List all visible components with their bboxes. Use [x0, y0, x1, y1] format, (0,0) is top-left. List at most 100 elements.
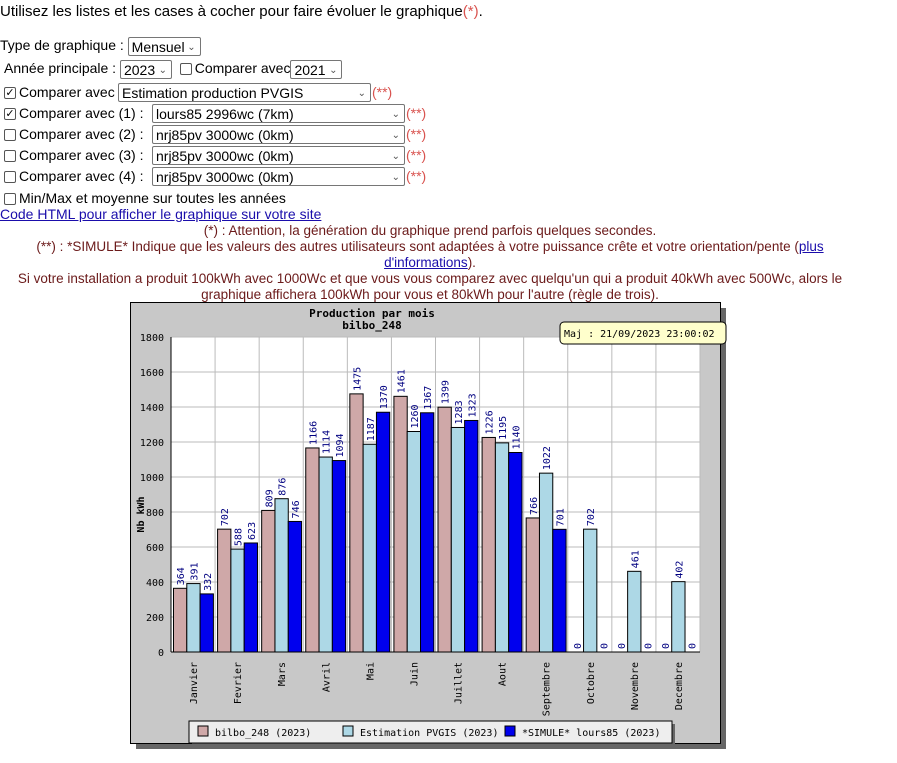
- simule-mark: (**): [406, 147, 427, 163]
- chart-subtitle: bilbo_248: [342, 319, 402, 332]
- chart-type-label: Type de graphique :: [0, 37, 124, 53]
- legend-label: *SIMULE* lours85 (2023): [522, 728, 660, 739]
- chevron-down-icon: ⌄: [391, 172, 400, 183]
- bar: [349, 393, 364, 653]
- x-tick-label: Mai: [365, 662, 376, 680]
- bar: [274, 498, 289, 653]
- data-label: 1094: [335, 433, 346, 457]
- compare-row: ✓ Comparer avec Estimation production PVGI…: [4, 82, 392, 102]
- data-label: 364: [176, 567, 187, 585]
- compare-checkbox[interactable]: [4, 129, 16, 142]
- data-label: 402: [674, 561, 685, 579]
- bar: [481, 436, 496, 653]
- bar: [494, 442, 510, 653]
- main-year-select[interactable]: 2023 ⌄: [119, 59, 172, 79]
- bar: [230, 548, 245, 653]
- compare-row: ✓ Comparer avec (1) : lours85 2996wc (7km)…: [4, 103, 426, 123]
- compare-checkbox[interactable]: ✓: [4, 87, 16, 100]
- compare-row: Comparer avec (3) : nrj85pv 3000wc (0km) ⌄…: [4, 145, 426, 165]
- data-label: 0: [688, 643, 699, 649]
- bar: [261, 509, 276, 653]
- data-label: 588: [234, 528, 245, 546]
- compare-label: Comparer avec (3) :: [19, 147, 144, 163]
- data-label: 1022: [542, 446, 553, 470]
- y-axis-label: Nb kWh: [136, 496, 147, 532]
- bar: [508, 452, 523, 653]
- data-label: 766: [529, 497, 540, 515]
- data-label: 1370: [379, 385, 390, 409]
- data-label: 1114: [322, 430, 333, 454]
- legend-swatch: [342, 725, 354, 737]
- bar: [331, 460, 347, 653]
- simule-mark: (**): [406, 168, 427, 184]
- legend-label: Estimation PVGIS (2023): [360, 728, 498, 739]
- production-chart: 0 200 400 600 800 1000 1200 1400 1600 1800 Janvier…: [130, 302, 727, 749]
- compare-year-checkbox[interactable]: [179, 63, 192, 76]
- y-tick-label: 1200: [140, 438, 164, 449]
- simule-mark: (**): [406, 126, 427, 142]
- data-label: 746: [291, 500, 302, 518]
- data-label: 0: [600, 643, 611, 649]
- chevron-down-icon: ⌄: [391, 109, 400, 120]
- compare-checkbox[interactable]: ✓: [4, 108, 16, 121]
- simule-mark: (**): [372, 84, 393, 100]
- y-tick-label: 1800: [140, 333, 164, 344]
- minmax-checkbox[interactable]: [4, 193, 16, 206]
- compare-checkbox[interactable]: [4, 150, 16, 163]
- html-code-link[interactable]: Code HTML pour afficher le graphique sur…: [0, 206, 322, 222]
- bar: [552, 528, 567, 653]
- compare-year-select[interactable]: 2021 ⌄: [290, 59, 343, 79]
- compare-select[interactable]: Estimation production PVGIS ⌄: [118, 83, 371, 102]
- chevron-down-icon: ⌄: [187, 41, 196, 53]
- minmax-label: Min/Max et moyenne sur toutes les années: [19, 190, 286, 206]
- chevron-down-icon: ⌄: [391, 151, 400, 162]
- main-year-label: Année principale :: [4, 60, 117, 76]
- x-tick-label: Juillet: [454, 662, 465, 704]
- intro-text: Utilisez les listes et les cases à coche…: [0, 3, 483, 20]
- bar: [393, 395, 408, 653]
- data-label: 1195: [498, 416, 509, 440]
- y-tick-label: 1600: [140, 368, 164, 379]
- data-label: 1399: [441, 380, 452, 404]
- chart-type-select[interactable]: Mensuel ⌄: [127, 36, 201, 56]
- update-label: Maj : 21/09/2023 23:00:02: [564, 329, 715, 340]
- data-label: 332: [203, 573, 214, 591]
- compare-label: Comparer avec (2) :: [19, 126, 144, 142]
- legend-label: bilbo_248 (2023): [215, 728, 311, 739]
- legend-swatch: [197, 725, 209, 737]
- compare-select[interactable]: lours85 2996wc (7km) ⌄: [152, 104, 405, 123]
- note-simule: (**) : *SIMULE* Indique que les valeurs …: [36, 239, 824, 270]
- y-tick-label: 400: [146, 578, 164, 589]
- data-label: 0: [573, 643, 584, 649]
- compare-label: Comparer avec (1) :: [19, 105, 144, 121]
- x-tick-label: Janvier: [189, 662, 200, 704]
- bar: [627, 570, 642, 653]
- bar: [450, 426, 466, 653]
- compare-select[interactable]: nrj85pv 3000wc (0km) ⌄: [152, 125, 405, 144]
- compare-select[interactable]: nrj85pv 3000wc (0km) ⌄: [152, 146, 405, 165]
- y-tick-label: 200: [146, 613, 164, 624]
- compare-select[interactable]: nrj85pv 3000wc (0km) ⌄: [152, 167, 405, 186]
- bar: [671, 581, 686, 653]
- chevron-down-icon: ⌄: [158, 64, 167, 76]
- more-info-link[interactable]: plus d'informations: [384, 239, 824, 270]
- y-tick-label: 600: [146, 543, 164, 554]
- bar: [583, 528, 598, 653]
- y-tick-label: 1400: [140, 403, 164, 414]
- note-rule-of-three: Si votre installation a produit 100kWh a…: [17, 271, 843, 302]
- data-label: 1323: [467, 393, 478, 417]
- x-tick-label: Avril: [321, 662, 332, 692]
- bar: [375, 411, 391, 653]
- data-label: 876: [278, 478, 289, 496]
- x-tick-label: Fevrier: [233, 662, 244, 704]
- x-tick-label: Octobre: [586, 662, 597, 704]
- legend: [188, 720, 673, 744]
- chevron-down-icon: ⌄: [329, 64, 338, 76]
- bar: [186, 583, 201, 653]
- bar: [173, 587, 188, 653]
- x-tick-label: Decembre: [674, 662, 685, 710]
- bar: [318, 456, 333, 653]
- x-tick-label: Septembre: [542, 662, 553, 716]
- compare-checkbox[interactable]: [4, 171, 16, 184]
- bar: [437, 406, 452, 653]
